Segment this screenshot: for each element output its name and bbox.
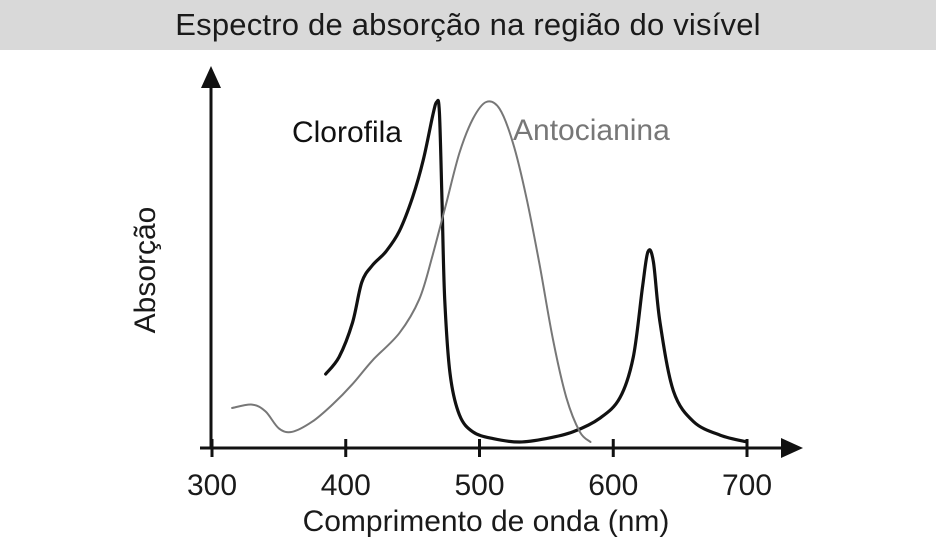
x-tick-label: 700 (722, 469, 772, 502)
series-label-clorofila: Clorofila (292, 116, 402, 149)
series-line-antocianina (231, 100, 592, 443)
series-label-antocianina: Antocianina (513, 114, 670, 147)
series-group: Clorofila Antocianina (231, 98, 749, 444)
chart-title-bar: Espectro de absorção na região do visíve… (0, 0, 936, 50)
x-tick-label: 500 (454, 469, 504, 502)
series-line-clorofila (324, 98, 749, 444)
chart-title: Espectro de absorção na região do visíve… (175, 7, 761, 42)
y-axis-arrow (201, 66, 221, 88)
y-axis-label: Absorção (129, 207, 162, 334)
x-tick-label: 400 (321, 469, 371, 502)
x-ticks: 300 400 500 600 700 (187, 439, 772, 502)
x-axis-arrow (781, 438, 803, 458)
x-axis-label: Comprimento de onda (nm) (303, 505, 670, 538)
x-tick-label: 600 (588, 469, 638, 502)
axes (200, 66, 803, 458)
x-tick-label: 300 (187, 469, 237, 502)
